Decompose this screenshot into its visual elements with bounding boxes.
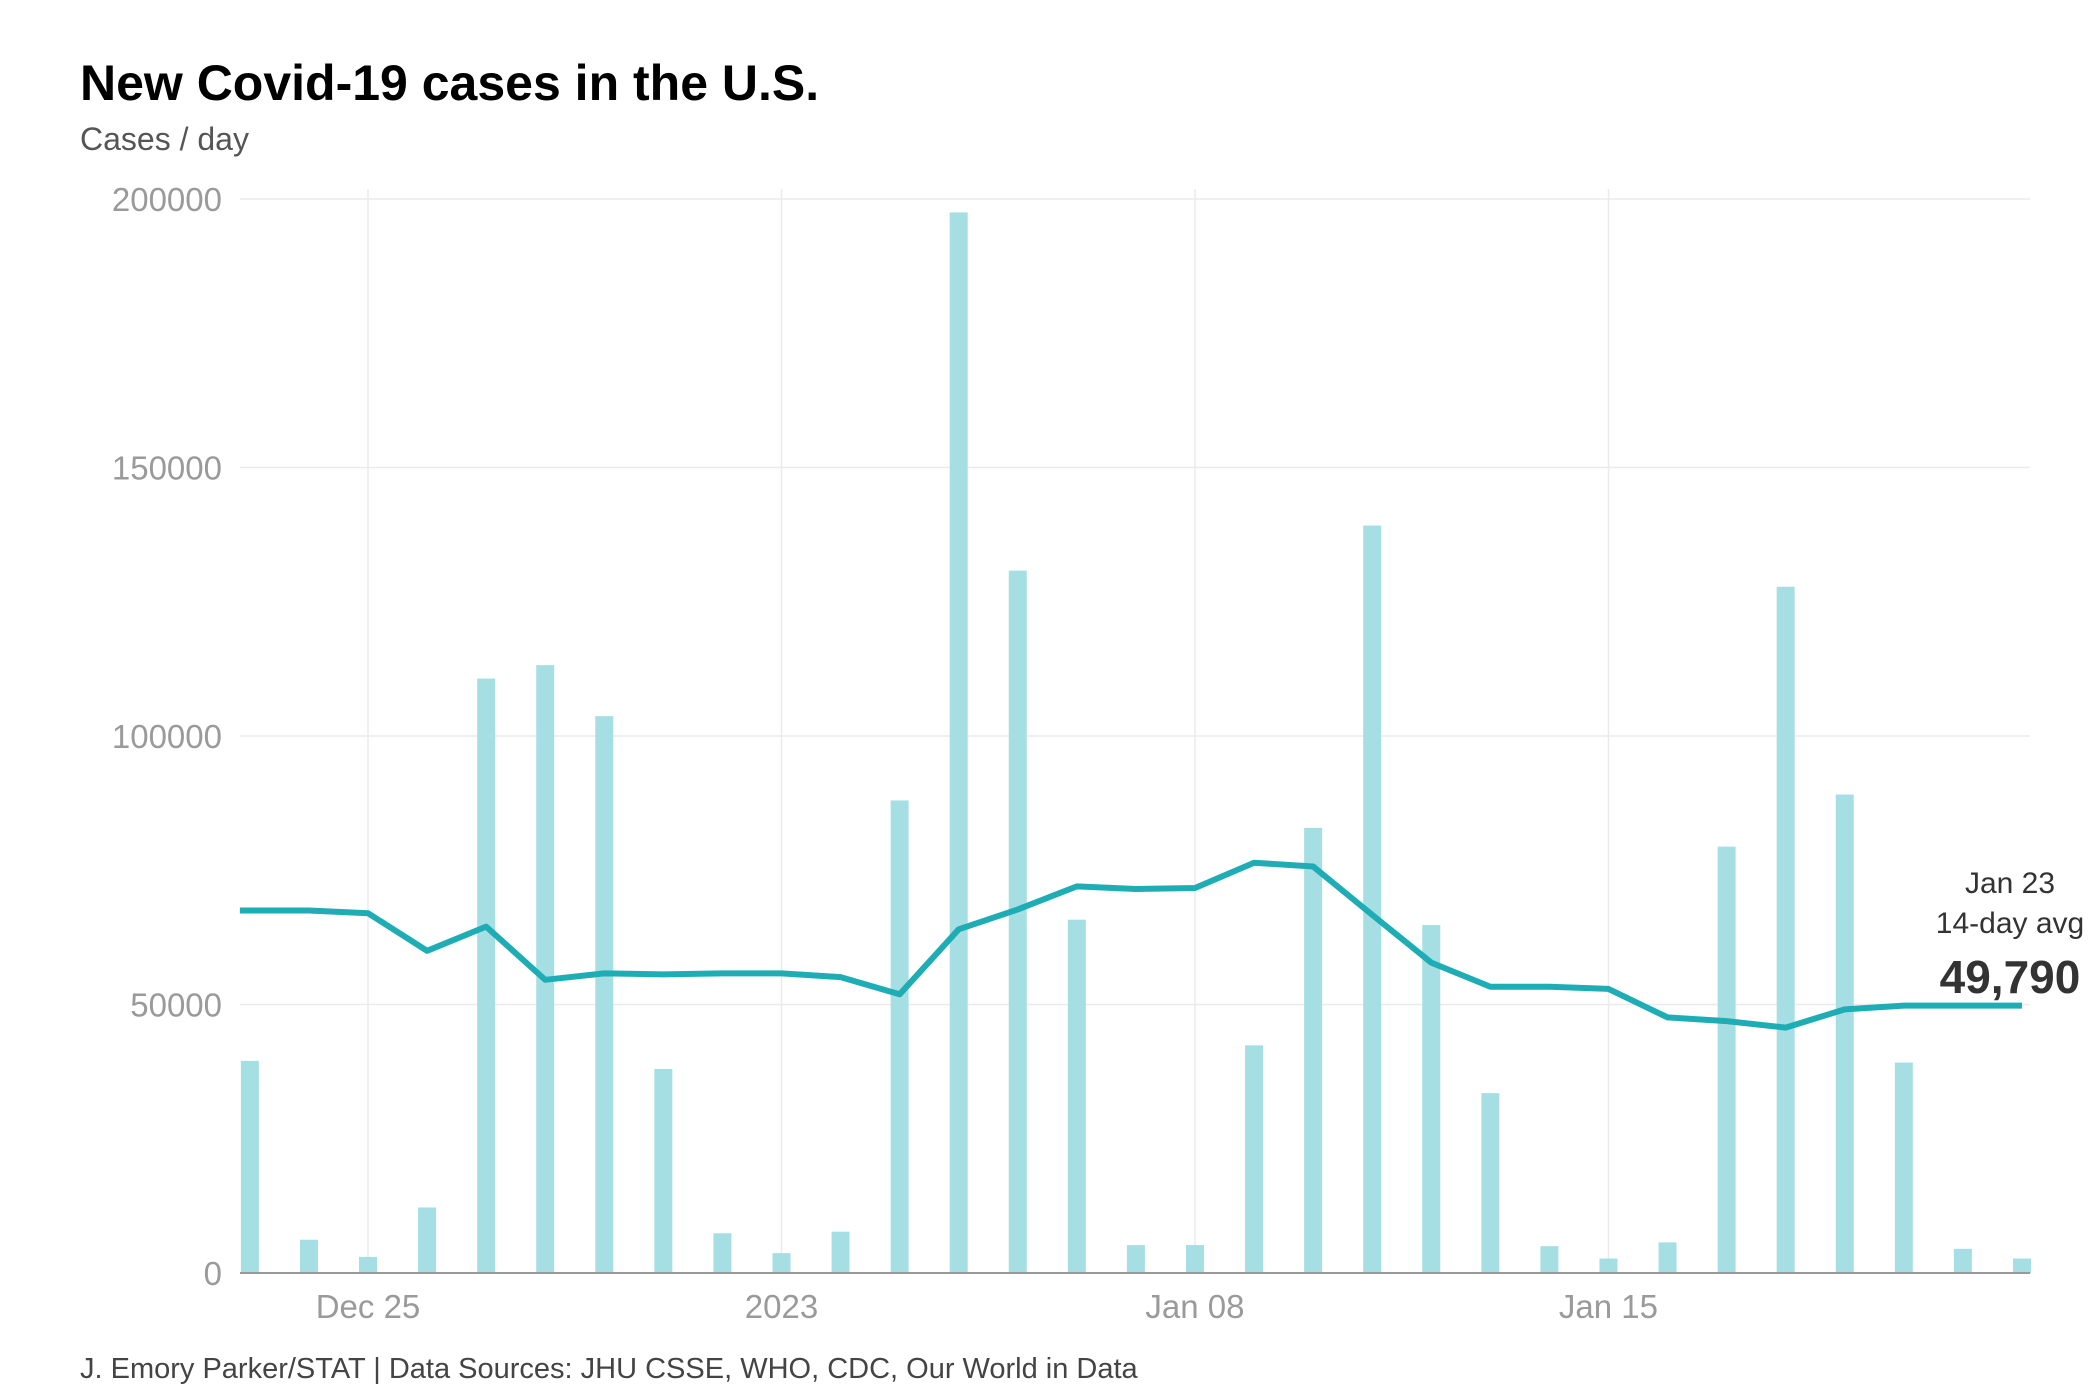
bars	[240, 212, 2031, 1273]
bar	[890, 800, 909, 1273]
bar	[1599, 1258, 1618, 1273]
bar	[772, 1253, 791, 1273]
bar	[359, 1256, 377, 1273]
bar	[1481, 1093, 1500, 1273]
bar	[536, 665, 555, 1273]
chart-subtitle: Cases / day	[80, 121, 249, 157]
bar	[1776, 586, 1795, 1273]
y-tick-label: 100000	[112, 718, 222, 755]
bar	[1126, 1245, 1145, 1273]
y-tick-label: 50000	[130, 987, 222, 1024]
bar	[1245, 1045, 1264, 1273]
gridlines	[240, 189, 2030, 1273]
bar	[1835, 794, 1854, 1273]
bar	[1894, 1062, 1913, 1273]
bar	[713, 1233, 732, 1273]
annotation-date: Jan 23	[1965, 867, 2055, 900]
bar	[477, 678, 496, 1273]
bar	[1363, 525, 1382, 1273]
bar	[2012, 1258, 2031, 1273]
source-note: J. Emory Parker/STAT | Data Sources: JHU…	[80, 1353, 1139, 1385]
annotation-label: 14-day avg	[1936, 907, 2084, 940]
bar	[1185, 1245, 1204, 1273]
bar	[1008, 570, 1027, 1273]
bar	[240, 1060, 259, 1273]
bar	[1540, 1246, 1559, 1273]
bar	[1658, 1242, 1677, 1273]
x-tick-label: Jan 08	[1145, 1288, 1244, 1325]
x-axis: Dec 25 2023 Jan 08 Jan 15	[240, 1272, 2030, 1325]
bar	[831, 1231, 850, 1273]
bar	[1067, 919, 1086, 1273]
bar	[1717, 846, 1736, 1273]
bar	[654, 1068, 673, 1273]
bar	[1953, 1248, 1972, 1273]
bar	[1422, 925, 1441, 1273]
x-tick-label: Dec 25	[316, 1288, 421, 1325]
bar	[299, 1239, 318, 1273]
bar	[1304, 827, 1323, 1273]
x-tick-label: 2023	[745, 1288, 818, 1325]
annotation-value: 49,790	[1940, 951, 2081, 1003]
y-tick-label: 150000	[112, 450, 222, 487]
avg-line	[239, 859, 2022, 1031]
x-tick-label: Jan 15	[1559, 1288, 1658, 1325]
bar	[595, 716, 614, 1273]
bar	[418, 1207, 437, 1273]
bar	[949, 212, 968, 1273]
y-axis: 0 50000 100000 150000 200000	[112, 181, 222, 1292]
y-tick-label: 0	[204, 1255, 222, 1292]
y-tick-label: 200000	[112, 181, 222, 218]
avg-line-group	[239, 859, 2022, 1031]
chart-title: New Covid-19 cases in the U.S.	[80, 55, 819, 111]
